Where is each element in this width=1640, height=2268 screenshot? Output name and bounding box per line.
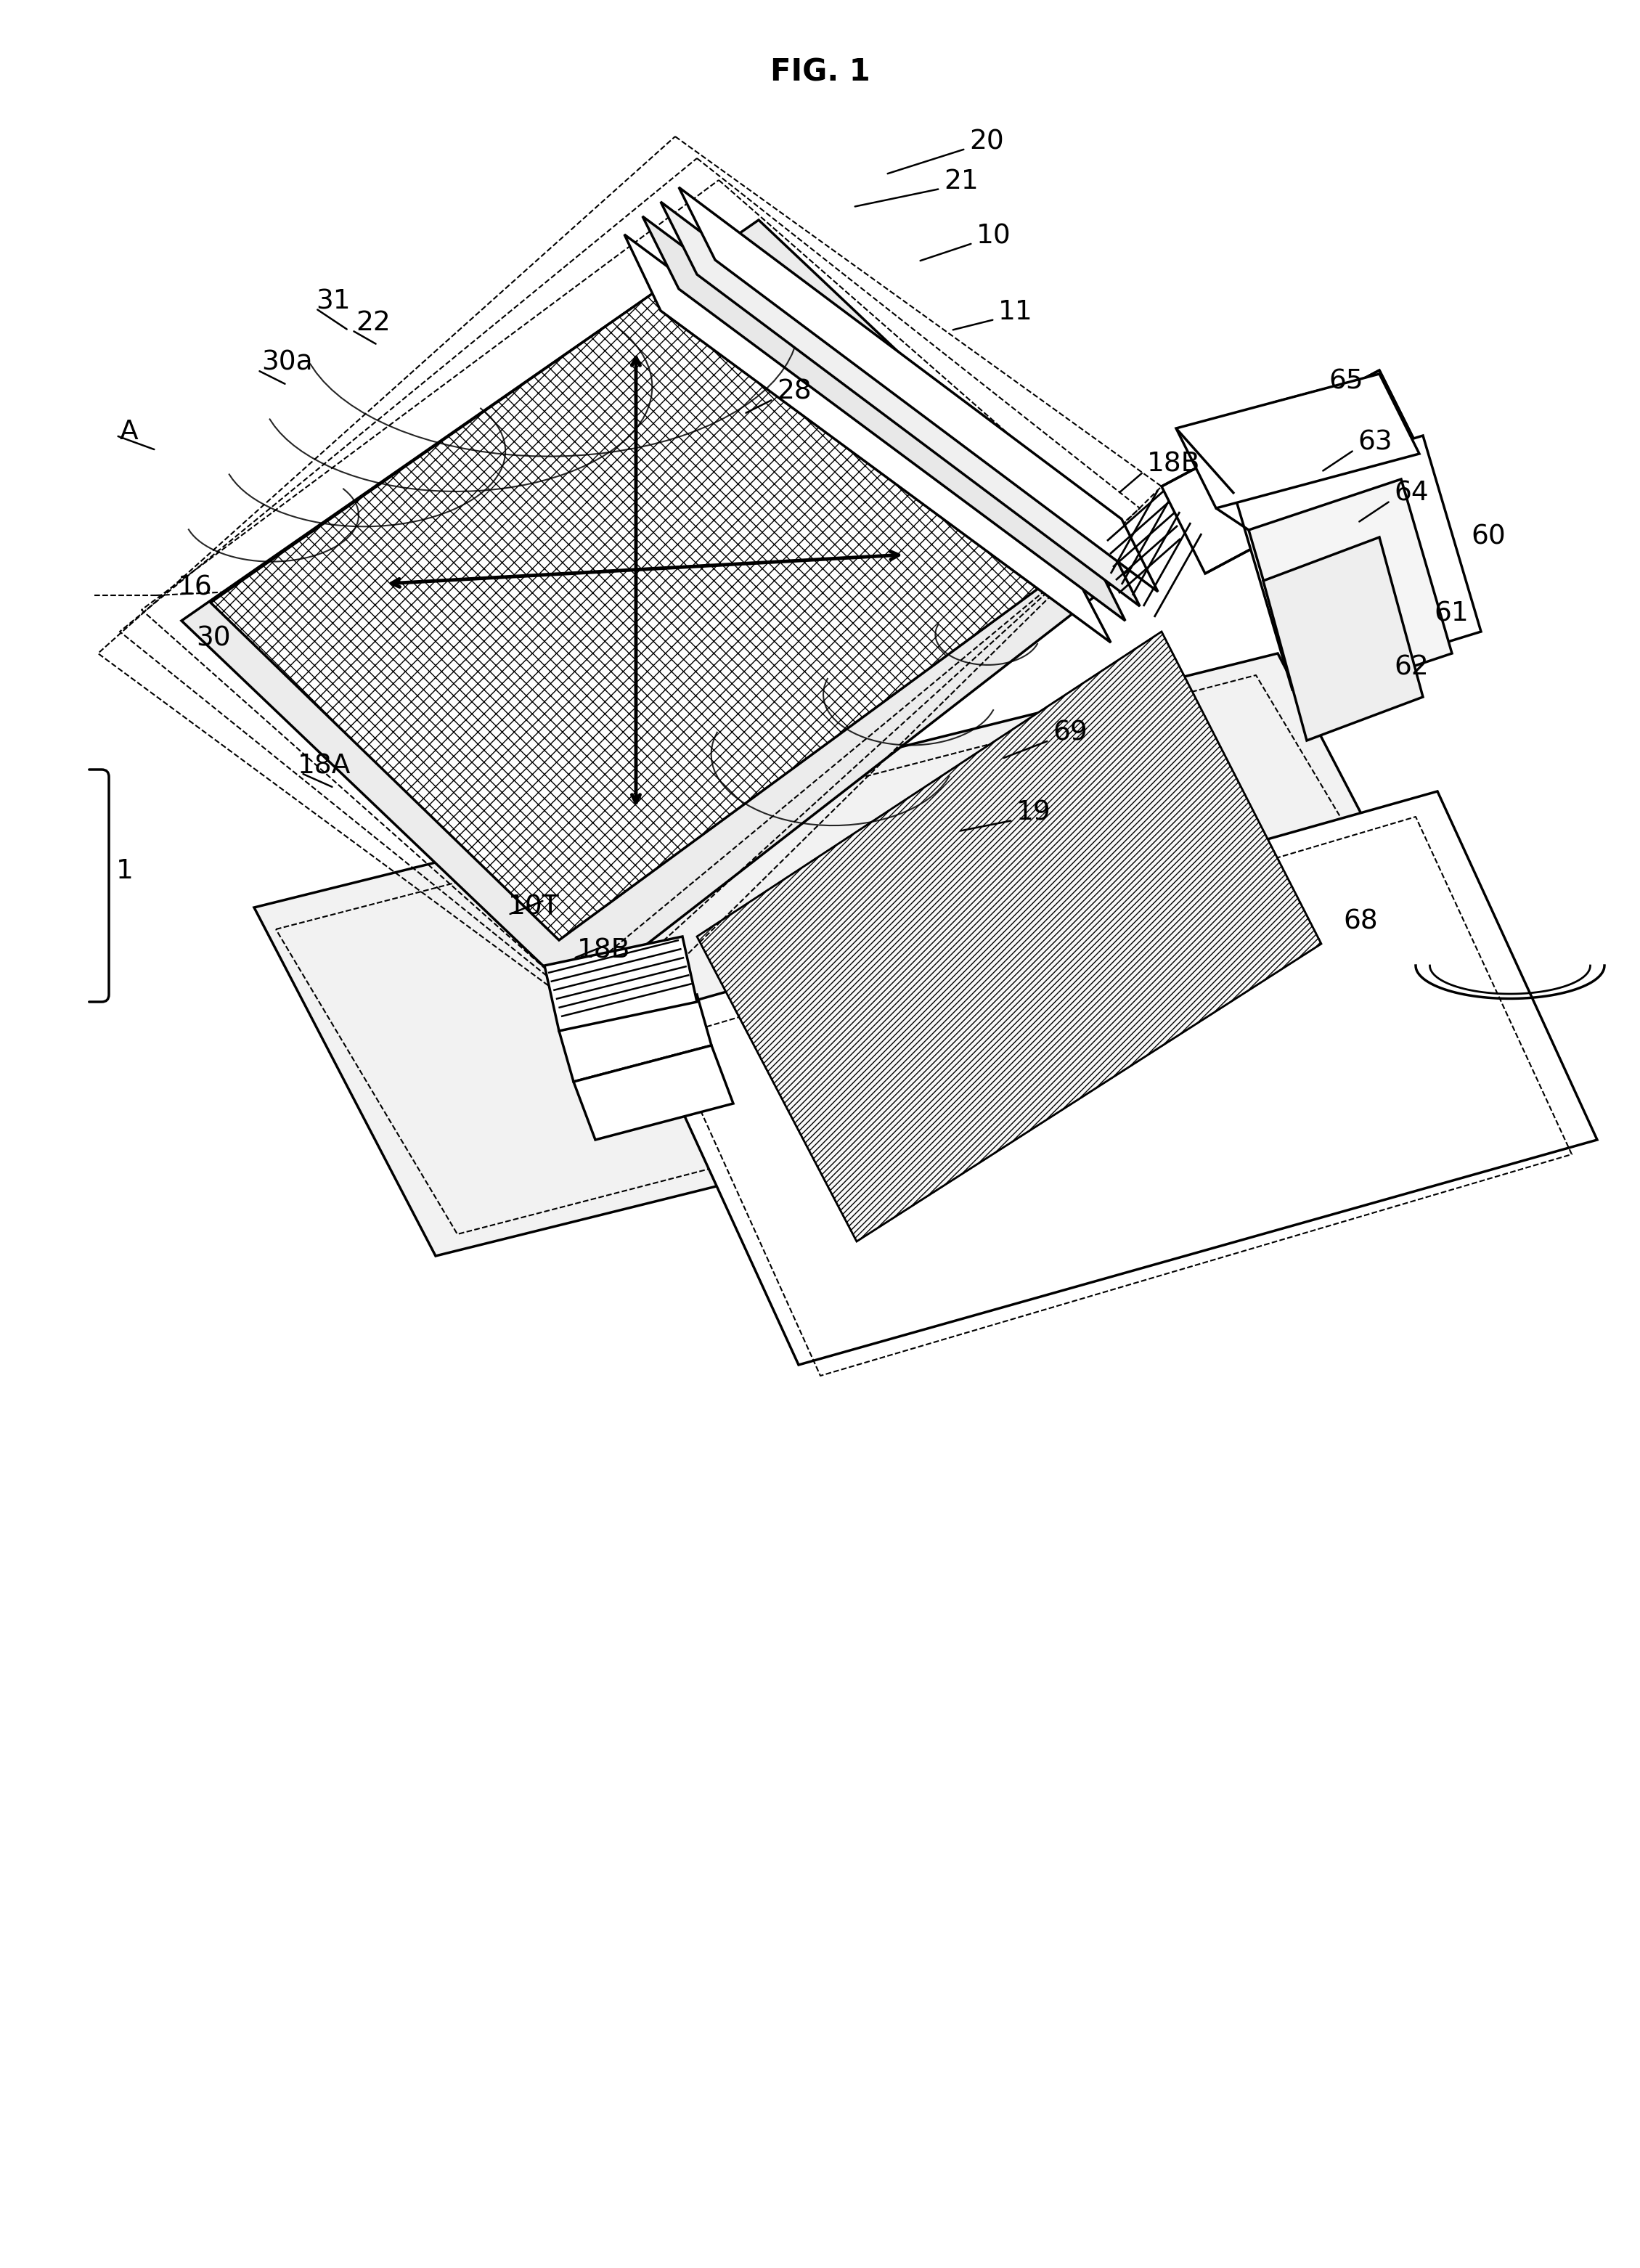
Text: 30a: 30a [261,349,313,376]
Text: 11: 11 [999,299,1033,324]
Text: 60: 60 [1471,524,1506,551]
Text: 18A: 18A [297,753,351,778]
Polygon shape [574,1046,733,1141]
Text: 62: 62 [1394,655,1428,680]
Text: 18B: 18B [1146,451,1200,479]
Text: 65: 65 [1328,367,1363,395]
Polygon shape [1263,538,1424,742]
Text: 21: 21 [943,168,979,195]
Text: 10T: 10T [508,894,559,921]
Text: 31: 31 [317,288,351,315]
Polygon shape [640,792,1597,1365]
Text: 28: 28 [777,379,812,406]
Text: 1: 1 [116,857,133,885]
Text: 20: 20 [969,129,1004,154]
Polygon shape [182,220,1128,998]
Polygon shape [661,202,1140,606]
Polygon shape [544,937,697,1032]
Polygon shape [1235,435,1481,689]
Polygon shape [1248,479,1451,703]
Text: 68: 68 [1343,909,1378,934]
Text: 61: 61 [1433,601,1468,626]
Polygon shape [697,631,1322,1241]
Polygon shape [559,996,712,1082]
Polygon shape [254,653,1460,1256]
Text: 64: 64 [1394,481,1428,506]
Text: 30: 30 [197,626,231,651]
Text: 18B: 18B [577,939,630,964]
Polygon shape [1176,374,1419,508]
Polygon shape [210,234,1064,941]
Text: 69: 69 [1053,721,1087,746]
Text: 22: 22 [356,311,390,336]
Text: FIG. 1: FIG. 1 [771,57,871,88]
Polygon shape [1161,370,1424,574]
Polygon shape [679,188,1158,592]
Text: 16: 16 [177,576,213,601]
Text: 63: 63 [1358,431,1392,456]
Text: 10: 10 [976,222,1012,249]
Text: 19: 19 [1017,801,1051,826]
Text: A: A [120,420,138,445]
Polygon shape [625,234,1110,642]
Polygon shape [643,215,1125,621]
